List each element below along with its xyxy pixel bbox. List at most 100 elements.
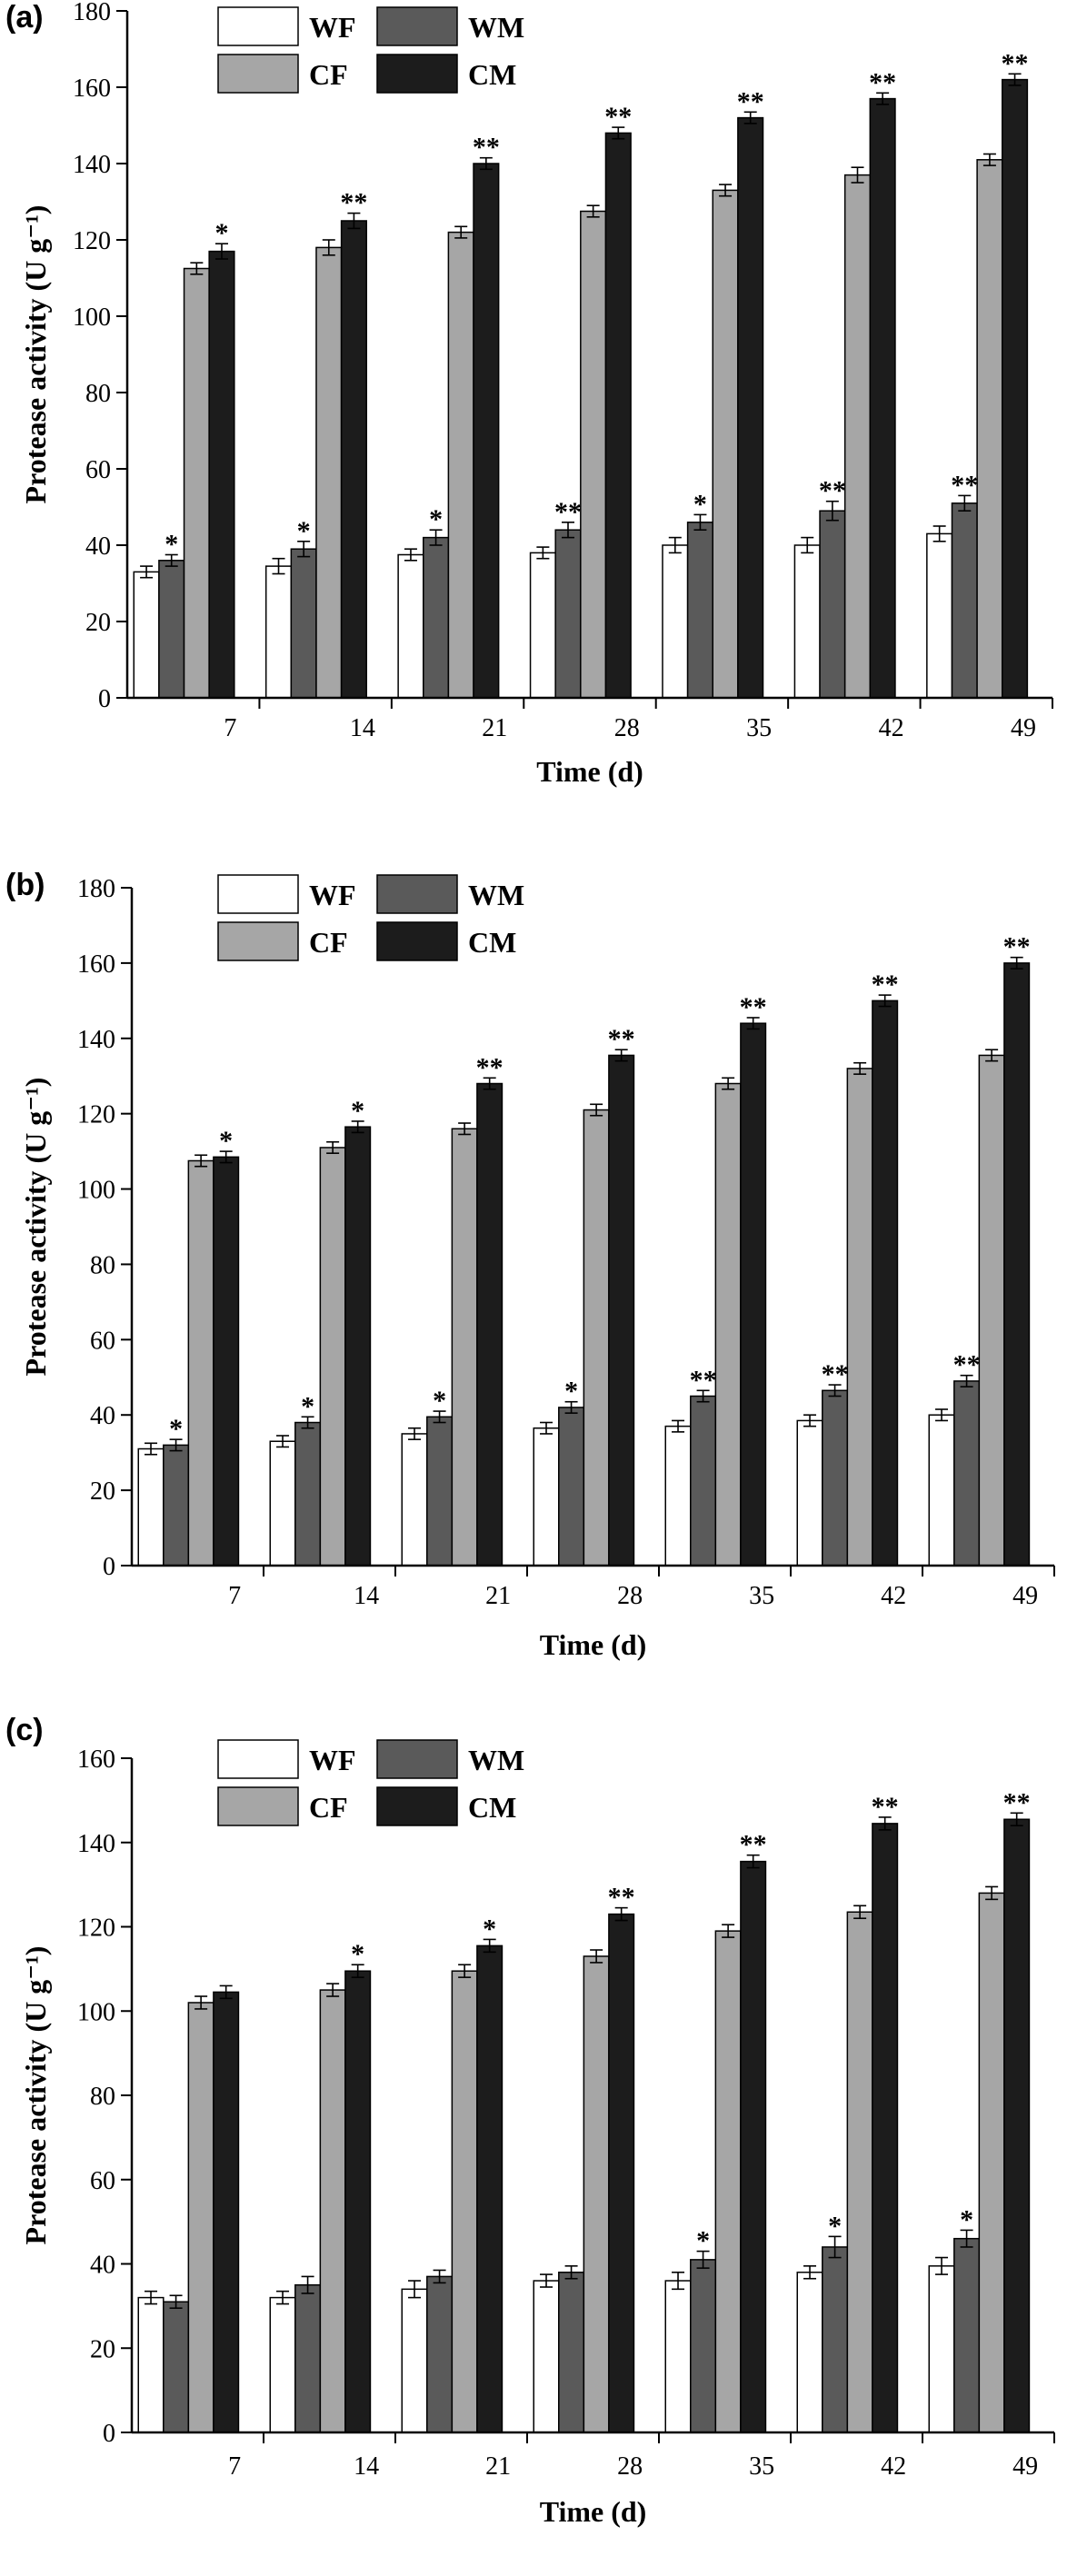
y-tick-label: 40 [90,2252,115,2280]
y-tick-label: 120 [73,227,111,255]
bar-wm-35 [690,2259,717,2433]
bar-cf-42 [846,1911,873,2433]
bar-cm-7 [213,1156,240,1566]
significance-mark: * [693,489,707,519]
bar-cf-28 [583,1955,610,2433]
y-tick-label: 160 [77,1746,115,1774]
bar-wm-42 [819,510,846,699]
significance-mark: * [297,516,311,546]
x-tick-label: 21 [485,1582,511,1610]
x-tick-label: 14 [354,2452,379,2481]
significance-mark: * [960,2204,973,2234]
legend-label-cm: CM [468,926,516,959]
bar-cf-28 [583,1109,610,1566]
y-tick-label: 100 [77,1998,115,2026]
bar-cm-42 [872,1823,899,2433]
x-tick-label: 21 [482,714,507,742]
significance-mark: * [433,1386,446,1416]
y-tick-label: 100 [73,303,111,332]
chart-panel-b: (b) * * 7 * * 14 * ** 21 * ** 28 ** ** 35 ** ** 42 ** ** 49 0… [0,868,1067,1731]
y-tick-label: 140 [77,1026,115,1054]
significance-mark: ** [476,1052,504,1082]
x-tick-label: 21 [485,2452,511,2481]
y-tick-label: 180 [73,0,111,26]
legend-swatch-wm [376,874,458,914]
bar-cf-7 [183,267,210,699]
significance-mark: ** [737,86,764,116]
significance-mark: ** [1002,48,1029,78]
bar-wf-7 [137,1447,165,1566]
y-axis-label: Protease activity (U g⁻¹) [19,1946,52,2245]
significance-mark: * [165,530,178,560]
bar-wf-28 [529,552,556,699]
significance-mark: ** [822,1359,849,1389]
bar-cf-7 [187,1159,214,1566]
x-tick-label: 7 [228,2452,241,2481]
x-axis-label: Time (d) [540,1628,647,1661]
bar-wm-7 [158,560,185,699]
y-tick-label: 40 [85,532,111,561]
bar-cm-14 [344,1126,372,1566]
significance-mark: ** [608,1024,635,1054]
bar-wf-21 [401,1433,428,1566]
significance-mark: ** [872,1792,899,1822]
x-tick-label: 7 [224,714,236,742]
significance-mark: ** [604,102,632,132]
y-tick-label: 180 [77,875,115,903]
bar-wf-21 [397,553,424,699]
bar-cf-14 [315,246,343,699]
bar-wf-14 [269,2296,296,2433]
legend-swatch-wf [217,874,299,914]
y-tick-label: 120 [77,1915,115,1943]
bar-cm-49 [1003,1818,1031,2433]
legend-label-wf: WF [309,879,356,911]
significance-mark: ** [340,188,367,218]
significance-mark: * [301,1391,314,1421]
legend-label-cm: CM [468,1791,516,1824]
y-tick-label: 140 [73,151,111,179]
y-tick-label: 120 [77,1101,115,1129]
bar-wf-14 [264,565,293,699]
significance-mark: * [564,1377,578,1407]
chart-panel-c: (c) 7 * 14 * 21 ** 28 * ** 35 * ** 42 * ** 49 0 20 40 60 80 1… [0,1713,1067,2576]
legend-label-wf: WF [309,11,356,44]
legend-label-wm: WM [468,1744,524,1776]
bar-wf-21 [401,2288,428,2433]
significance-mark: * [828,2211,842,2241]
panel-label: (b) [5,868,45,902]
bar-wf-35 [664,1425,692,1566]
significance-mark: * [483,1914,496,1944]
bar-cf-49 [978,1892,1005,2433]
bar-cf-21 [451,1128,478,1566]
bar-cm-28 [604,132,632,699]
legend-swatch-wm [376,6,458,46]
y-axis-label: Protease activity (U g⁻¹) [19,1078,52,1377]
legend-swatch-wf [217,1739,299,1779]
y-tick-label: 20 [90,2335,115,2363]
significance-mark: ** [690,1365,717,1395]
significance-mark: ** [869,67,896,97]
legend-swatch-cf [217,1786,299,1826]
y-tick-label: 0 [103,2420,115,2448]
bar-wf-14 [269,1440,296,1566]
bar-chart-b: **7**14***21***28****35****42****4902040… [19,874,1055,1661]
bar-wm-42 [822,1389,849,1566]
bar-cm-35 [740,1860,767,2433]
bar-cf-42 [846,1068,873,1566]
bar-wf-49 [928,2265,955,2433]
y-tick-label: 160 [77,950,115,979]
bar-wm-7 [163,1444,190,1566]
bar-cm-35 [740,1022,767,1566]
bar-chart-a: **7***14***21****28***35****42****490204… [19,0,1053,788]
bar-wf-49 [928,1414,955,1566]
bar-wm-49 [953,2237,981,2433]
bar-cf-49 [978,1054,1005,1566]
y-tick-label: 80 [85,380,111,408]
y-tick-label: 80 [90,1251,115,1279]
bar-cm-7 [208,250,235,699]
bar-wm-28 [554,529,582,699]
bar-cm-7 [213,1991,240,2433]
bar-wf-28 [533,2280,560,2433]
bar-wf-7 [133,571,160,699]
legend-swatch-wm [376,1739,458,1779]
